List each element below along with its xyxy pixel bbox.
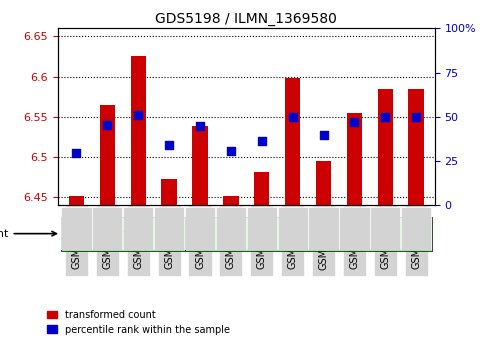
Point: [258, 138, 266, 144]
Point: [382, 114, 389, 120]
Bar: [316, 161, 331, 205]
Point: [289, 114, 297, 120]
Point: [72, 150, 80, 156]
FancyBboxPatch shape: [185, 217, 432, 251]
Legend: transformed count, percentile rank within the sample: transformed count, percentile rank withi…: [43, 306, 234, 338]
Point: [412, 114, 420, 120]
FancyBboxPatch shape: [61, 217, 185, 251]
FancyBboxPatch shape: [278, 207, 308, 250]
Point: [134, 112, 142, 118]
Text: agent: agent: [0, 229, 57, 239]
Point: [165, 142, 173, 148]
Bar: [378, 88, 393, 205]
FancyBboxPatch shape: [123, 207, 154, 250]
Title: GDS5198 / ILMN_1369580: GDS5198 / ILMN_1369580: [156, 12, 337, 26]
Bar: [223, 196, 239, 205]
FancyBboxPatch shape: [61, 207, 92, 250]
Point: [351, 120, 358, 125]
FancyBboxPatch shape: [92, 207, 123, 250]
FancyBboxPatch shape: [309, 207, 339, 250]
Bar: [347, 113, 362, 205]
FancyBboxPatch shape: [154, 207, 184, 250]
Bar: [161, 179, 177, 205]
FancyBboxPatch shape: [339, 207, 369, 250]
Bar: [130, 57, 146, 205]
Point: [320, 132, 327, 137]
FancyBboxPatch shape: [185, 207, 215, 250]
FancyBboxPatch shape: [401, 207, 431, 250]
Point: [227, 148, 235, 153]
FancyBboxPatch shape: [370, 207, 400, 250]
Bar: [99, 105, 115, 205]
Point: [196, 124, 204, 129]
Point: [103, 122, 111, 128]
Bar: [254, 172, 270, 205]
Bar: [409, 88, 424, 205]
FancyBboxPatch shape: [247, 207, 277, 250]
Text: control: control: [103, 229, 142, 239]
Text: silica: silica: [294, 229, 322, 239]
Bar: [69, 196, 84, 205]
Bar: [192, 126, 208, 205]
Bar: [285, 78, 300, 205]
FancyBboxPatch shape: [216, 207, 246, 250]
